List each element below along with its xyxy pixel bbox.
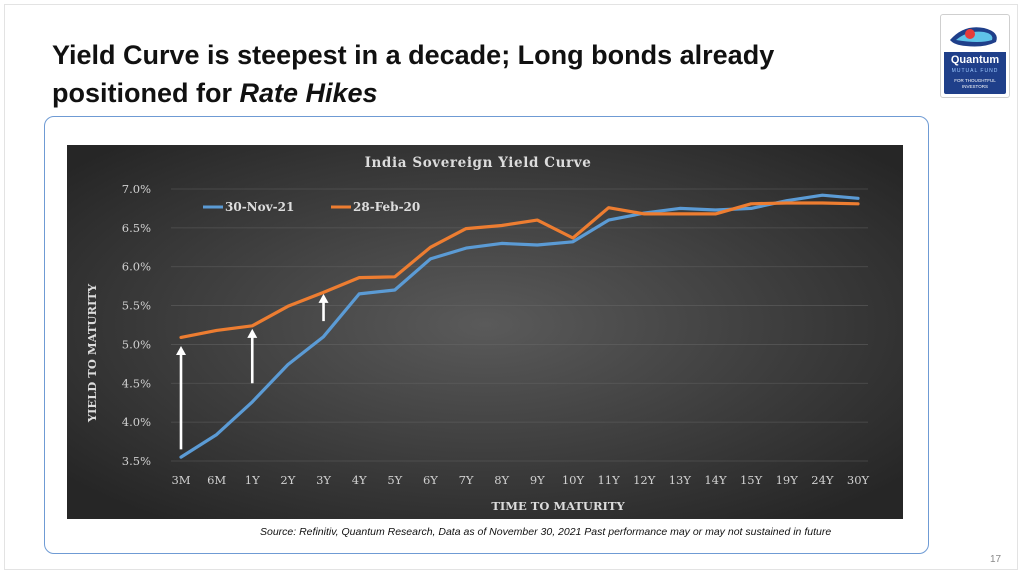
y-tick-label: 5.5%	[122, 299, 151, 313]
x-tick-label: 10Y	[562, 473, 585, 487]
title-line-2: positioned for	[52, 78, 240, 108]
x-tick-label: 12Y	[633, 473, 656, 487]
x-tick-label: 6Y	[423, 473, 438, 487]
x-axis-title: TIME TO MATURITY	[491, 499, 625, 513]
arrow-head	[247, 328, 258, 338]
series-line-1	[179, 201, 860, 339]
page-number: 17	[990, 554, 1002, 565]
logo-sub: MUTUAL FUND	[952, 68, 999, 74]
logo-tagline-1: FOR THOUGHTFUL	[954, 78, 996, 83]
x-tick-label: 14Y	[704, 473, 727, 487]
chart-container: 3.5% 4.0% 4.5% 5.0% 5.5% 6.0% 6.5% 7.0% 3M 6M 1Y 2…	[67, 145, 903, 519]
y-tick-label: 4.0%	[122, 415, 151, 429]
x-tick-label: 4Y	[352, 473, 367, 487]
series-line-0	[179, 193, 860, 459]
chart-title: India Sovereign Yield Curve	[365, 155, 592, 171]
y-tick-label: 5.0%	[122, 337, 151, 351]
y-tick-label: 6.0%	[122, 260, 151, 274]
logo-graphic: Quantum MUTUAL FUND FOR THOUGHTFUL INVES…	[944, 18, 1006, 94]
x-tick-labels: 3M 6M 1Y 2Y 3Y 4Y 5Y 6Y 7Y 8Y 9Y 10Y 11Y 12Y 13Y 14Y 15Y…	[171, 473, 869, 487]
arrow-head	[176, 345, 186, 355]
arrow-head	[318, 293, 329, 303]
y-axis-title: YIELD TO MATURITY	[85, 283, 99, 423]
x-tick-label: 30Y	[847, 473, 870, 487]
x-tick-label: 8Y	[494, 473, 509, 487]
legend: 30-Nov-21 28-Feb-20	[203, 200, 420, 214]
y-tick-label: 3.5%	[122, 454, 151, 468]
y-tick-label: 4.5%	[122, 376, 151, 390]
title-line-1: Yield Curve is steepest in a decade; Lon…	[52, 40, 775, 70]
source-note: Source: Refinitiv, Quantum Research, Dat…	[260, 526, 832, 538]
x-tick-label: 2Y	[280, 473, 295, 487]
yield-curve-chart: 3.5% 4.0% 4.5% 5.0% 5.5% 6.0% 6.5% 7.0% 3M 6M 1Y 2…	[67, 145, 903, 519]
x-tick-label: 3Y	[316, 473, 331, 487]
logo-tagline-2: INVESTORS	[962, 84, 988, 89]
slide-title: Yield Curve is steepest in a decade; Lon…	[52, 36, 912, 112]
x-tick-label: 5Y	[387, 473, 402, 487]
x-tick-label: 7Y	[459, 473, 474, 487]
y-tick-labels: 3.5% 4.0% 4.5% 5.0% 5.5% 6.0% 6.5% 7.0%	[122, 182, 151, 468]
x-tick-label: 19Y	[776, 473, 799, 487]
x-tick-label: 11Y	[597, 473, 620, 487]
slide-frame	[4, 4, 1018, 570]
x-tick-label: 1Y	[245, 473, 260, 487]
x-tick-label: 24Y	[811, 473, 834, 487]
quantum-logo: Quantum MUTUAL FUND FOR THOUGHTFUL INVES…	[940, 14, 1010, 98]
x-tick-label: 13Y	[669, 473, 692, 487]
x-tick-label: 9Y	[530, 473, 545, 487]
y-tick-label: 7.0%	[122, 182, 151, 196]
x-tick-label: 3M	[171, 473, 190, 487]
x-tick-label: 15Y	[740, 473, 763, 487]
legend-label-nov: 30-Nov-21	[225, 200, 294, 214]
annotation-arrows	[176, 293, 329, 450]
x-tick-label: 6M	[207, 473, 226, 487]
legend-label-feb: 28-Feb-20	[353, 200, 420, 214]
series-lines	[179, 193, 860, 459]
y-tick-label: 6.5%	[122, 221, 151, 235]
logo-brand: Quantum	[951, 54, 999, 66]
title-emphasis: Rate Hikes	[239, 78, 378, 108]
